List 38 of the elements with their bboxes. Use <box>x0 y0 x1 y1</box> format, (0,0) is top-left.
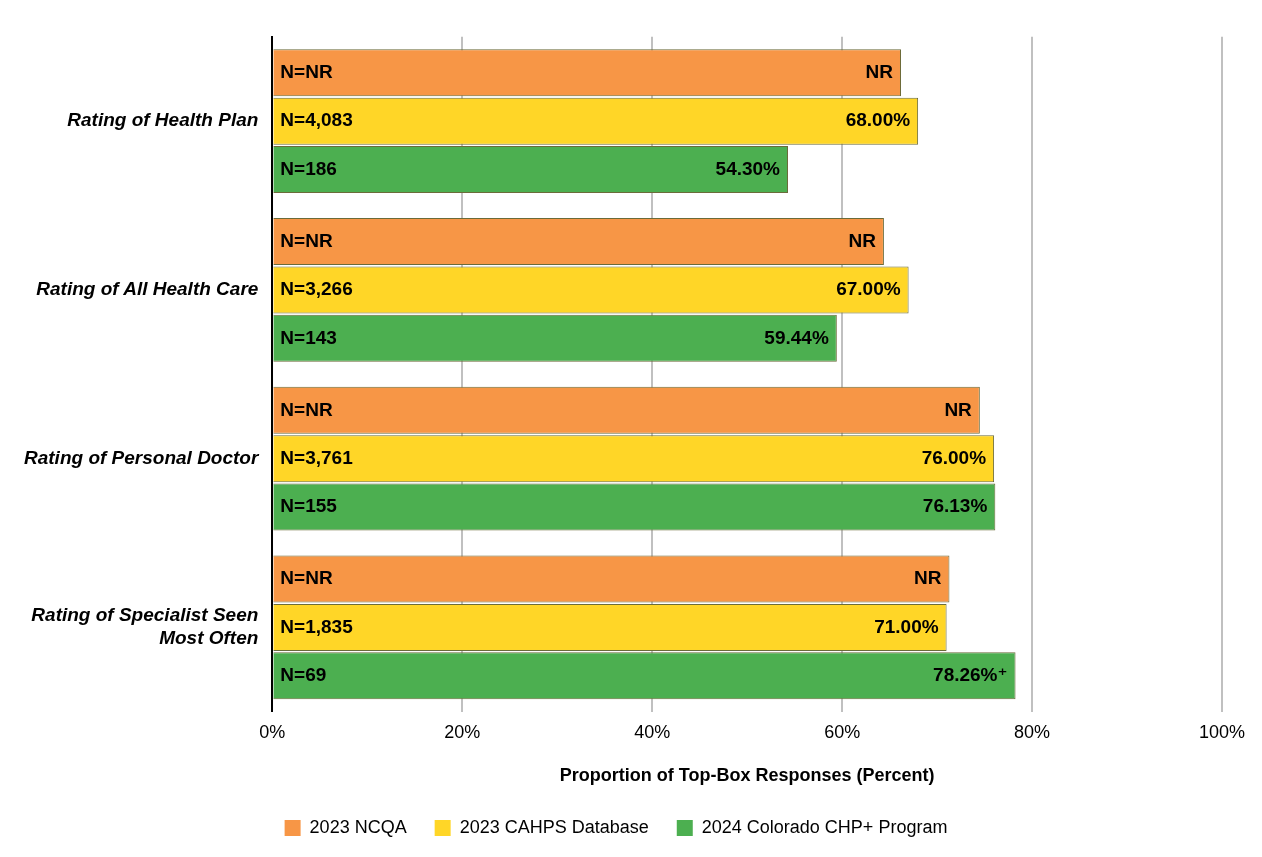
data-label: 76.00% <box>921 446 987 468</box>
annotation: N=NR <box>280 229 333 251</box>
x-axis-title: Proportion of Top-Box Responses (Percent) <box>559 765 935 786</box>
x-tick-label: 60% <box>824 721 861 742</box>
legend-label: 2024 Colorado CHP+ Program <box>701 816 948 837</box>
y-tick-label: Rating of All Health Care <box>36 278 259 300</box>
data-label: NR <box>848 229 877 251</box>
annotation: N=NR <box>280 567 333 589</box>
data-label: 76.13% <box>922 495 988 517</box>
annotation: N=143 <box>280 326 337 348</box>
legend-label: 2023 NCQA <box>309 816 407 837</box>
data-label: 59.44% <box>764 326 829 348</box>
annotation: N=1,835 <box>280 615 354 637</box>
annotation: N=4,083 <box>280 109 353 131</box>
annotation: N=155 <box>280 495 338 517</box>
annotation: N=NR <box>280 398 333 420</box>
x-tick-label: 20% <box>444 721 481 742</box>
y-tick-label: Rating of Personal Doctor <box>24 446 260 468</box>
y-tick-label: Rating of Specialist Seen Most Often <box>31 604 259 649</box>
data-label: 78.26%⁺ <box>933 664 1008 686</box>
annotation: N=3,761 <box>280 446 354 468</box>
annotation: N=186 <box>280 157 337 179</box>
annotation: N=69 <box>280 664 327 686</box>
x-tick-label: 40% <box>634 721 671 742</box>
data-label: 68.00% <box>845 109 911 131</box>
data-label: 67.00% <box>836 278 901 300</box>
data-label: NR <box>944 398 973 420</box>
data-label: 54.30% <box>715 157 781 179</box>
x-tick-label: 80% <box>1014 721 1051 742</box>
data-label: 71.00% <box>874 615 939 637</box>
legend-label: 2023 CAHPS Database <box>459 816 649 837</box>
x-tick-label: 0% <box>259 721 286 742</box>
x-tick-label: 100% <box>1198 721 1246 742</box>
data-label: NR <box>865 61 894 83</box>
y-tick-label: Rating of Health Plan <box>67 109 259 131</box>
annotation: N=3,266 <box>280 278 353 300</box>
annotation: N=NR <box>280 61 333 83</box>
data-label: NR <box>914 567 942 589</box>
